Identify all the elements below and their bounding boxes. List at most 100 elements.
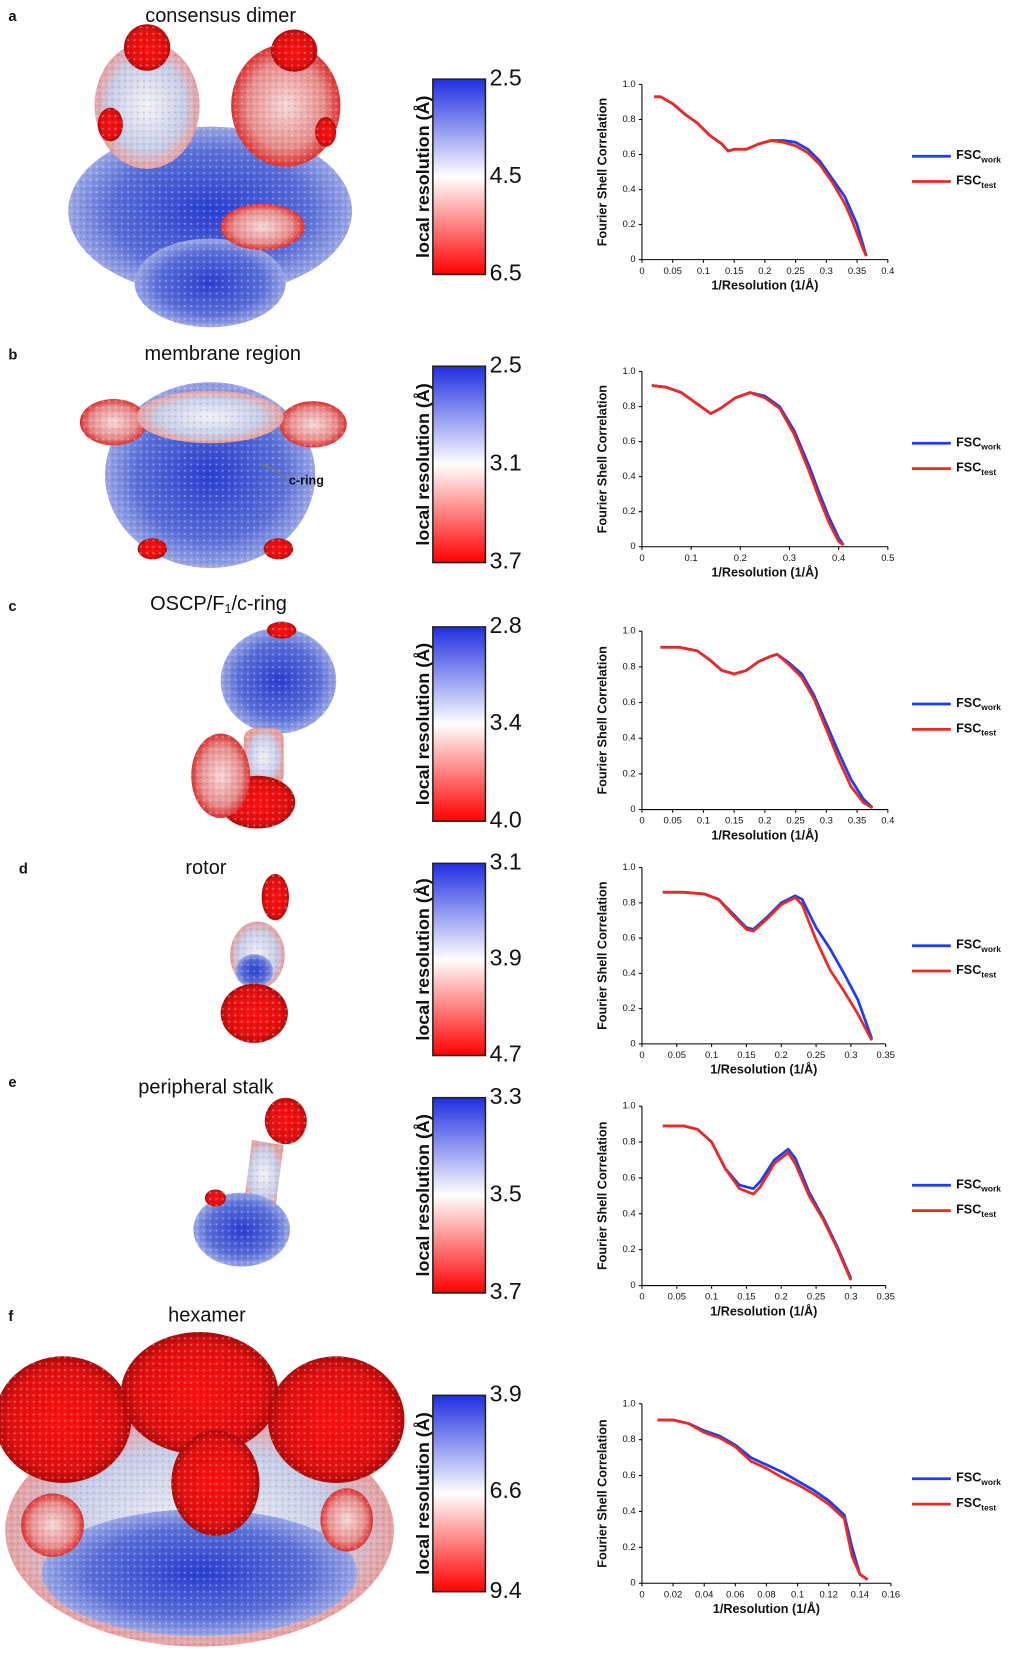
legend-name: FSC	[956, 938, 981, 952]
fsc-curve	[651, 384, 845, 546]
x-tick-label: 0.35	[848, 266, 866, 277]
fsc-curve	[657, 1418, 869, 1581]
fsc-curve	[660, 645, 874, 809]
colorbar-tick-label: 2.8	[490, 612, 522, 638]
density-texture	[220, 983, 288, 1043]
x-tick-label: 0.35	[877, 1292, 895, 1303]
y-tick-label: 0	[630, 254, 635, 265]
y-tick-label: 0.4	[623, 471, 636, 482]
x-tick-label: 0.25	[786, 266, 804, 277]
colorbar	[432, 1096, 487, 1294]
density-texture	[97, 107, 123, 142]
panel-letter: b	[8, 348, 17, 364]
legend-subscript: test	[981, 180, 996, 190]
x-tick-label: 0.35	[848, 816, 866, 827]
legend-subscript: test	[981, 467, 996, 477]
colorbar-tick-label: 3.9	[490, 1380, 522, 1406]
y-tick-label: 0	[630, 541, 635, 552]
colorbar-tick-label: 4.0	[490, 806, 522, 832]
x-tick-label: 0.3	[820, 266, 833, 277]
legend-subscript: test	[981, 728, 996, 738]
y-tick-label: 0.2	[623, 1542, 636, 1553]
y-tick-label: 1.0	[623, 626, 636, 637]
x-axis-label: 1/Resolution (1/Å)	[711, 564, 818, 579]
x-tick-label: 0.15	[725, 816, 743, 827]
x-tick-label: 0	[639, 266, 644, 277]
x-tick-label: 0.1	[697, 266, 710, 277]
annotation-leader	[260, 463, 287, 479]
density-texture	[137, 538, 168, 560]
legend-name: FSC	[956, 149, 981, 163]
legend-name: FSC	[956, 722, 981, 736]
panel-letter: a	[8, 9, 17, 25]
colorbar-tick-label: 3.1	[490, 848, 522, 874]
annotation: c-ring	[289, 474, 324, 488]
fsc-curve	[651, 384, 845, 547]
density-texture	[266, 621, 297, 639]
density-texture	[220, 203, 305, 251]
y-axis-label: Fourier Shell Correlation	[595, 1122, 609, 1270]
colorbar-tick-label: 2.5	[490, 351, 522, 377]
density-texture	[94, 42, 200, 169]
colorbar-label: local resolution (Å)	[413, 643, 433, 805]
x-tick-label: 0.4	[881, 816, 894, 827]
density-texture	[243, 728, 284, 787]
colorbar	[432, 626, 487, 822]
fsc-curve	[662, 890, 873, 1041]
x-tick-label: 0.2	[734, 553, 747, 564]
x-tick-label: 0.15	[725, 266, 743, 277]
x-axis-label: 1/Resolution (1/Å)	[710, 1062, 817, 1077]
legend-label: FSCtest	[956, 174, 996, 190]
x-axis-label: 1/Resolution (1/Å)	[713, 1601, 820, 1616]
density-texture	[204, 1189, 226, 1207]
x-tick-label: 0.1	[685, 553, 698, 564]
title-part: OSCP/F	[150, 593, 224, 615]
x-tick-label: 0.15	[737, 1292, 755, 1303]
colorbar-label: local resolution (Å)	[413, 878, 433, 1040]
y-tick-label: 0.6	[623, 933, 636, 944]
density-texture	[68, 126, 352, 296]
fsc-curve	[662, 1124, 853, 1281]
x-tick-label: 0.35	[877, 1050, 895, 1061]
density-texture	[243, 1139, 284, 1209]
legend-name: FSC	[956, 963, 981, 977]
density-texture	[134, 238, 286, 328]
fsc-curve	[654, 95, 868, 257]
panel-labels: a consensus dimer 2.5 4.5 6.5 local resolutio…	[8, 5, 1001, 1616]
fsc-chart: 0 0.05 0.1 0.15 0.2 0.25 0.3 0.35 0 0.2 0.4 0.6 0.8 1…	[595, 1101, 1001, 1319]
y-tick-label: 0.8	[623, 661, 636, 672]
y-axis-label: Fourier Shell Correlation	[595, 882, 609, 1030]
panel-title: membrane region	[145, 343, 301, 365]
legend-label: FSCtest	[956, 722, 996, 738]
colorbar	[432, 862, 487, 1057]
y-tick-label: 0.2	[623, 506, 636, 517]
legend-label: FSCtest	[956, 963, 996, 979]
colorbar-tick-label: 4.5	[490, 162, 522, 188]
legend-label: FSCtest	[956, 461, 996, 477]
legend-label: FSCwork	[956, 1178, 1001, 1194]
x-tick-label: 0	[639, 816, 644, 827]
x-tick-label: 0	[639, 1292, 644, 1303]
x-tick-label: 0.25	[786, 816, 804, 827]
density-texture	[235, 954, 274, 988]
fsc-curve	[657, 1418, 869, 1581]
legend-name: FSC	[956, 1496, 981, 1510]
colorbar-tick-label: 9.4	[490, 1577, 522, 1603]
x-tick-label: 0.05	[668, 1292, 686, 1303]
x-tick-label: 0	[639, 1050, 644, 1061]
y-tick-label: 0.6	[623, 1470, 636, 1481]
y-tick-label: 0.8	[623, 1434, 636, 1445]
y-tick-label: 0.4	[623, 184, 636, 195]
density-texture	[231, 44, 341, 167]
colorbar-tick-label: 6.5	[490, 260, 522, 286]
y-axis-label: Fourier Shell Correlation	[595, 1419, 609, 1567]
y-tick-label: 1.0	[623, 79, 636, 90]
fsc-curve	[654, 95, 868, 257]
density-texture	[136, 390, 284, 444]
x-tick-label: 0.04	[695, 1589, 713, 1600]
y-tick-label: 0.8	[623, 897, 636, 908]
fsc-chart: 0 0.02 0.04 0.06 0.08 0.1 0.12 0.14 0.16 0 0.2 0.4 0…	[595, 1398, 1001, 1616]
y-tick-label: 0	[630, 1578, 635, 1589]
density-texture	[171, 1430, 260, 1536]
